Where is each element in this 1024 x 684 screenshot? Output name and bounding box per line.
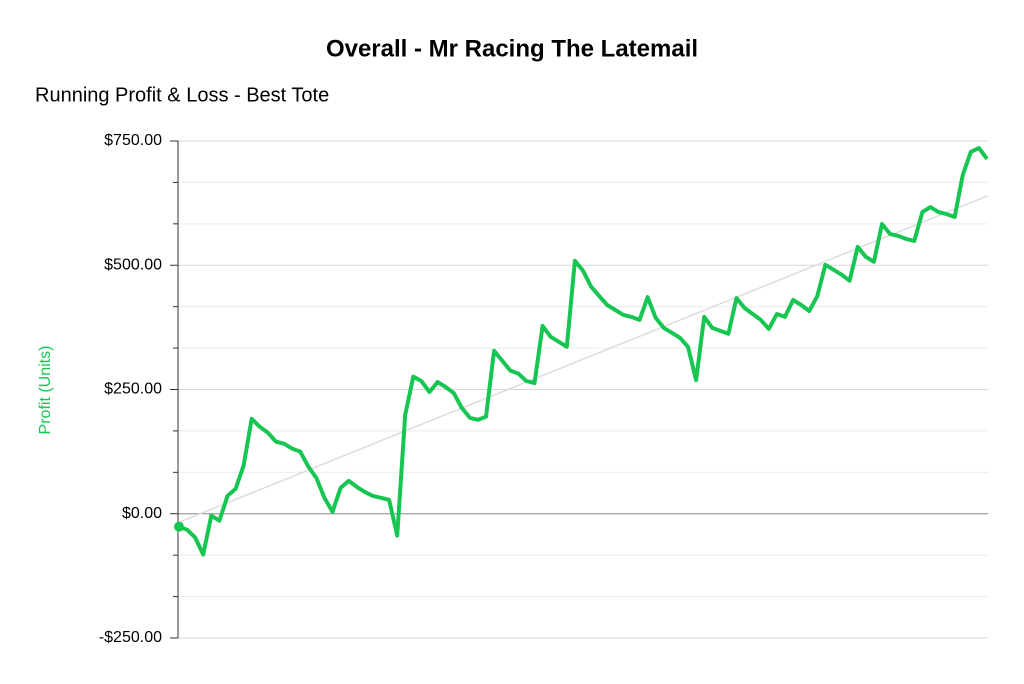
y-tick-label: $0.00 [122, 505, 162, 522]
y-tick-label: $250.00 [104, 381, 162, 398]
chart-title: Overall - Mr Racing The Latemail [326, 35, 698, 62]
chart-subtitle: Running Profit & Loss - Best Tote [35, 84, 329, 106]
y-tick-label: $500.00 [104, 256, 162, 273]
y-axis-label: Profit (Units) [37, 346, 54, 435]
y-tick-label: $750.00 [104, 132, 162, 149]
data-line [178, 146, 989, 557]
start-marker [174, 521, 184, 532]
y-tick-label: -$250.00 [99, 629, 162, 646]
trend-line [177, 194, 989, 524]
